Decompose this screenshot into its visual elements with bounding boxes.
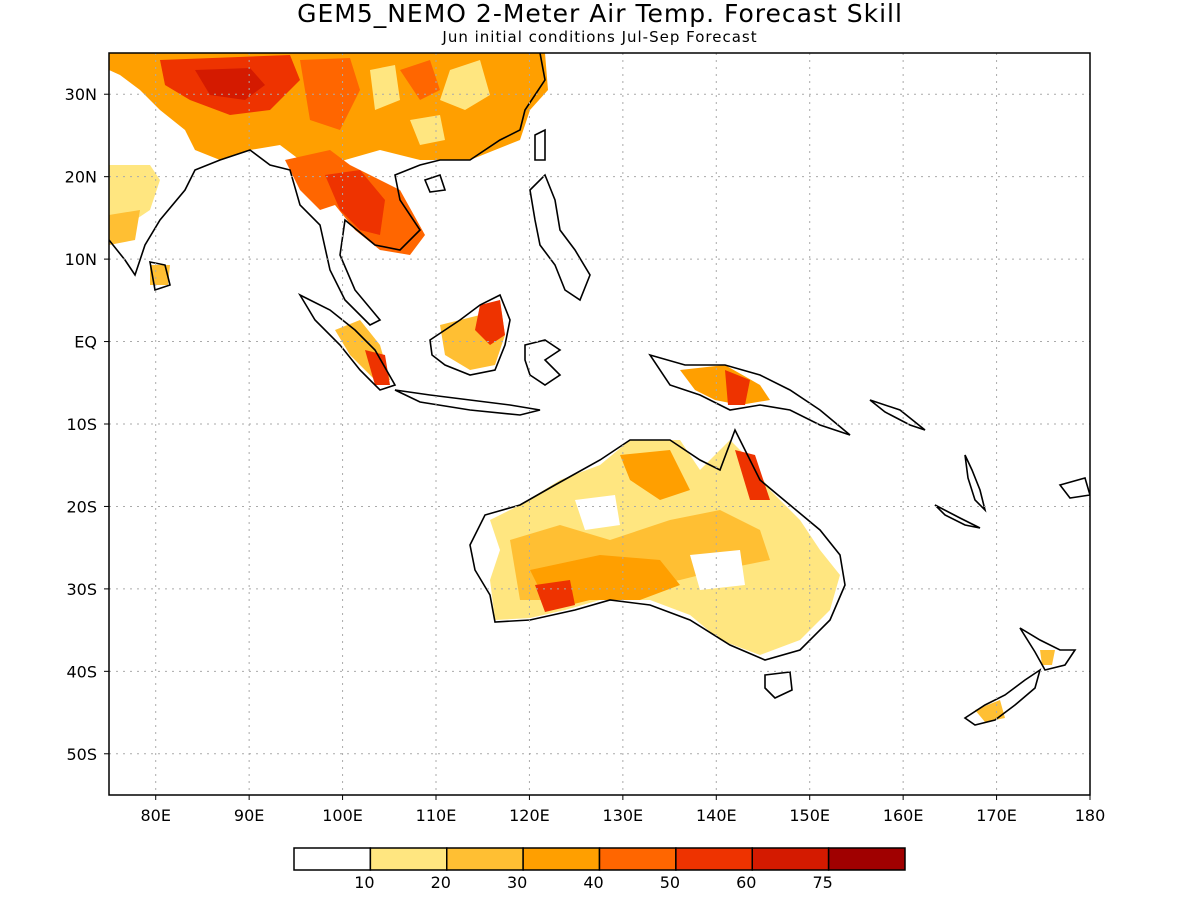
colorbar-label: 10 <box>354 873 374 892</box>
coast-java <box>394 389 541 416</box>
lat-label: 10N <box>65 250 97 269</box>
shade-new-guinea-red <box>725 370 750 405</box>
lon-label: 120E <box>509 806 550 825</box>
lon-label: 90E <box>234 806 264 825</box>
coastlines <box>109 53 1090 726</box>
coast-new-zealand-south <box>963 668 1042 726</box>
coast-australia <box>469 428 846 661</box>
lat-label: 30N <box>65 85 97 104</box>
lon-label: 140E <box>696 806 737 825</box>
shade-sumatra-red <box>365 350 390 385</box>
colorbar-label: 60 <box>736 873 756 892</box>
shade-new-guinea <box>680 365 770 405</box>
colorbar-label: 50 <box>660 873 680 892</box>
coast-sri-lanka <box>149 260 171 292</box>
lon-label: 80E <box>140 806 170 825</box>
lon-label: 130E <box>603 806 644 825</box>
colorbar-swatch <box>369 847 448 871</box>
colorbar: 10 20 30 40 50 60 75 <box>293 847 906 892</box>
longitude-labels: 80E 90E 100E 110E 120E 130E 140E 150E 160E 170E 18… <box>140 795 1105 825</box>
shade-australia-red <box>535 450 770 612</box>
colorbar-label: 75 <box>812 873 832 892</box>
coast-new-caledonia <box>934 504 981 529</box>
shade-new-zealand <box>975 650 1055 722</box>
colorbar-swatch <box>446 847 524 871</box>
lon-label: 170E <box>976 806 1017 825</box>
shade-borneo-red <box>475 300 505 345</box>
colorbar-label: 20 <box>431 873 451 892</box>
colorbar-swatch <box>522 847 601 871</box>
colorbar-swatch <box>751 847 830 871</box>
coast-fiji <box>1058 477 1090 499</box>
colorbar-swatch <box>827 847 906 871</box>
colorbar-swatch <box>675 847 753 871</box>
lat-label: EQ <box>74 333 97 352</box>
colorbar-label: 30 <box>507 873 527 892</box>
skill-shading <box>109 53 1055 722</box>
shade-tibet-dark <box>195 68 265 100</box>
lon-label: 180 <box>1075 806 1106 825</box>
shade-asia-yellow <box>370 60 490 145</box>
coast-philippines <box>529 173 591 302</box>
latitude-labels: 30N 20N 10N EQ 10S 20S 30S 40S 50S <box>65 85 109 764</box>
coast-new-zealand-north <box>1019 627 1077 671</box>
gridlines <box>109 53 1091 795</box>
coast-tasmania <box>764 671 793 699</box>
shade-indochina-red <box>325 170 385 235</box>
shade-asia-red <box>300 58 440 130</box>
coast-sulawesi <box>524 339 562 386</box>
colorbar-label: 40 <box>583 873 603 892</box>
coast-taiwan <box>534 128 546 161</box>
lat-label: 20S <box>66 497 97 516</box>
coast-hainan <box>423 173 447 193</box>
coast-solomon-islands <box>869 399 926 431</box>
chart-subtitle: Jun initial conditions Jul-Sep Forecast <box>442 28 758 46</box>
lat-label: 50S <box>66 745 97 764</box>
lon-label: 160E <box>883 806 924 825</box>
coast-new-guinea <box>648 353 851 436</box>
lon-label: 110E <box>416 806 457 825</box>
lat-label: 40S <box>66 662 97 681</box>
colorbar-swatch <box>293 847 372 871</box>
colorbar-swatch <box>598 847 677 871</box>
chart-title: GEM5_NEMO 2-Meter Air Temp. Forecast Ski… <box>297 0 903 28</box>
shade-india-orange <box>109 210 170 285</box>
shade-australia-deep <box>530 450 690 610</box>
lat-label: 10S <box>66 415 97 434</box>
shade-australia-white <box>575 495 745 590</box>
lon-label: 100E <box>322 806 363 825</box>
lon-label: 150E <box>789 806 830 825</box>
coast-borneo <box>429 293 511 376</box>
coast-asia-mainland <box>109 53 546 326</box>
lat-label: 30S <box>66 580 97 599</box>
coast-vanuatu <box>964 454 987 513</box>
lat-label: 20N <box>65 168 97 187</box>
